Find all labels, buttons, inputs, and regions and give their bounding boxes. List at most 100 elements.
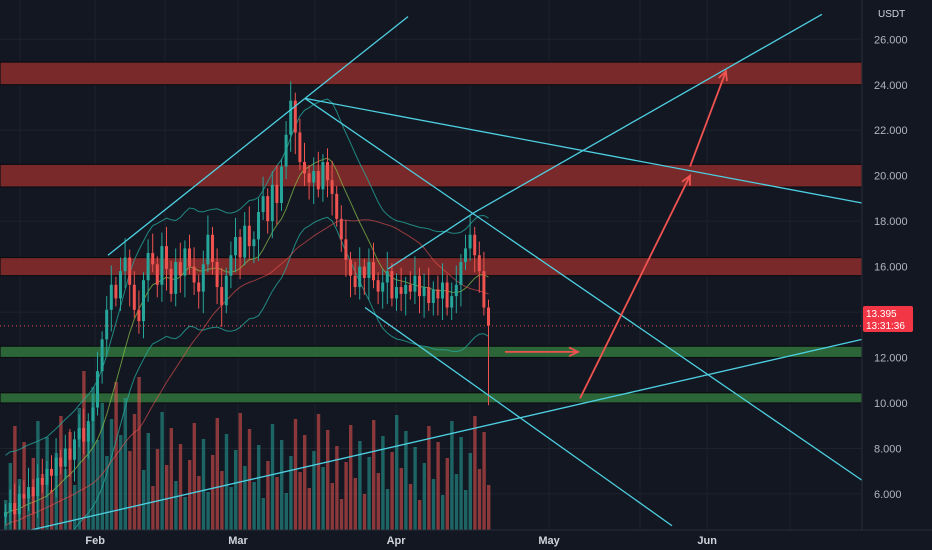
candle-body — [330, 180, 334, 194]
volume-bar — [450, 421, 454, 530]
candle-body — [445, 282, 449, 308]
candle-body — [477, 255, 481, 272]
volume-bar — [68, 432, 72, 530]
currency-label[interactable]: USDT — [878, 9, 905, 20]
volume-bar — [109, 419, 114, 530]
time-axis[interactable] — [0, 530, 932, 550]
time-tick-label: Jun — [697, 535, 717, 547]
volume-bar — [215, 418, 219, 530]
candle-body — [201, 264, 205, 292]
candle-body — [468, 234, 472, 249]
volume-bar — [183, 497, 187, 530]
volume-bar — [441, 495, 445, 530]
volume-bar — [27, 495, 31, 530]
candle-body — [381, 282, 385, 292]
candle-body — [427, 287, 431, 303]
volume-bar — [220, 471, 224, 530]
candle-body — [454, 284, 458, 297]
candle-body — [155, 264, 159, 285]
volume-bar — [431, 479, 436, 530]
candle-body — [390, 271, 394, 299]
candle-body — [413, 275, 417, 292]
volume-bar — [335, 446, 339, 530]
price-axis[interactable] — [862, 0, 932, 530]
volume-bar — [151, 486, 155, 530]
volume-bar — [339, 499, 344, 530]
candle-body — [321, 162, 325, 190]
volume-bar — [160, 412, 164, 530]
candle-body — [132, 284, 136, 310]
candle-body — [487, 307, 490, 326]
volume-bar — [330, 483, 334, 530]
volume-bar — [91, 387, 95, 530]
time-tick-label: Mar — [228, 535, 248, 547]
volume-bar — [77, 408, 81, 530]
price-tick-label: 18.000 — [874, 216, 908, 228]
candle-body — [459, 262, 463, 285]
candle-body — [151, 252, 155, 265]
volume-bar — [367, 457, 371, 530]
volume-bar — [261, 498, 265, 530]
candle-body — [100, 339, 104, 372]
volume-bar — [114, 382, 118, 530]
candle-body — [36, 477, 40, 497]
candle-body — [376, 280, 380, 292]
volume-bar — [188, 460, 192, 530]
candle-body — [367, 262, 371, 278]
volume-bar — [445, 458, 449, 530]
candle-body — [174, 262, 178, 294]
candle-body — [326, 162, 329, 181]
volume-bar — [482, 432, 486, 530]
candle-body — [270, 184, 274, 222]
candle-body — [27, 487, 30, 499]
volume-bar — [303, 435, 307, 530]
trendlines[interactable] — [0, 13, 863, 538]
candle-body — [54, 457, 58, 476]
candle-body — [303, 162, 306, 174]
bollinger-lower — [51, 216, 489, 550]
candle-body — [307, 173, 311, 183]
volume-bar — [284, 493, 288, 530]
price-tick-label: 12.000 — [874, 353, 908, 365]
volume-bar — [427, 426, 431, 530]
volume-bar — [349, 425, 353, 530]
volume-bar — [344, 462, 348, 530]
countdown-value: 13:31:36 — [866, 321, 905, 332]
candle-body — [344, 239, 348, 260]
moving-average — [5, 219, 489, 527]
current-price-label: 13.395 13:31:36 — [863, 306, 913, 332]
volume-bar — [385, 489, 390, 530]
resistance-zone — [0, 163, 863, 188]
candle-body — [169, 268, 173, 294]
volume-bar — [298, 472, 302, 530]
candle-body — [22, 493, 26, 499]
volume-bar — [137, 377, 141, 530]
candle-body — [220, 287, 224, 306]
volume-bar — [128, 451, 132, 530]
candle-body — [123, 257, 127, 272]
bollinger-upper — [5, 98, 489, 456]
volume-bar — [63, 469, 68, 530]
candle-body — [316, 171, 320, 190]
candle-body — [68, 448, 72, 460]
candle-body — [422, 287, 426, 297]
price-tick-label: 16.000 — [874, 262, 908, 274]
volume-bar — [326, 430, 330, 530]
volume-bar — [238, 413, 242, 530]
projection-arrows[interactable] — [505, 69, 728, 399]
arrowhead-icon — [718, 69, 728, 82]
volume-bar — [192, 423, 196, 530]
candle-body — [77, 427, 81, 440]
volume-bar — [142, 470, 146, 530]
volume-bar — [257, 445, 261, 530]
volume-bar — [211, 455, 215, 530]
candle-body — [229, 255, 233, 276]
volume-bar — [381, 436, 385, 530]
candle-body — [238, 237, 242, 258]
candle-body — [450, 296, 454, 308]
volume-bar — [477, 469, 482, 530]
volume-bar — [280, 440, 284, 530]
volume-bar — [119, 435, 123, 530]
current-price-value: 13.395 — [866, 309, 897, 320]
